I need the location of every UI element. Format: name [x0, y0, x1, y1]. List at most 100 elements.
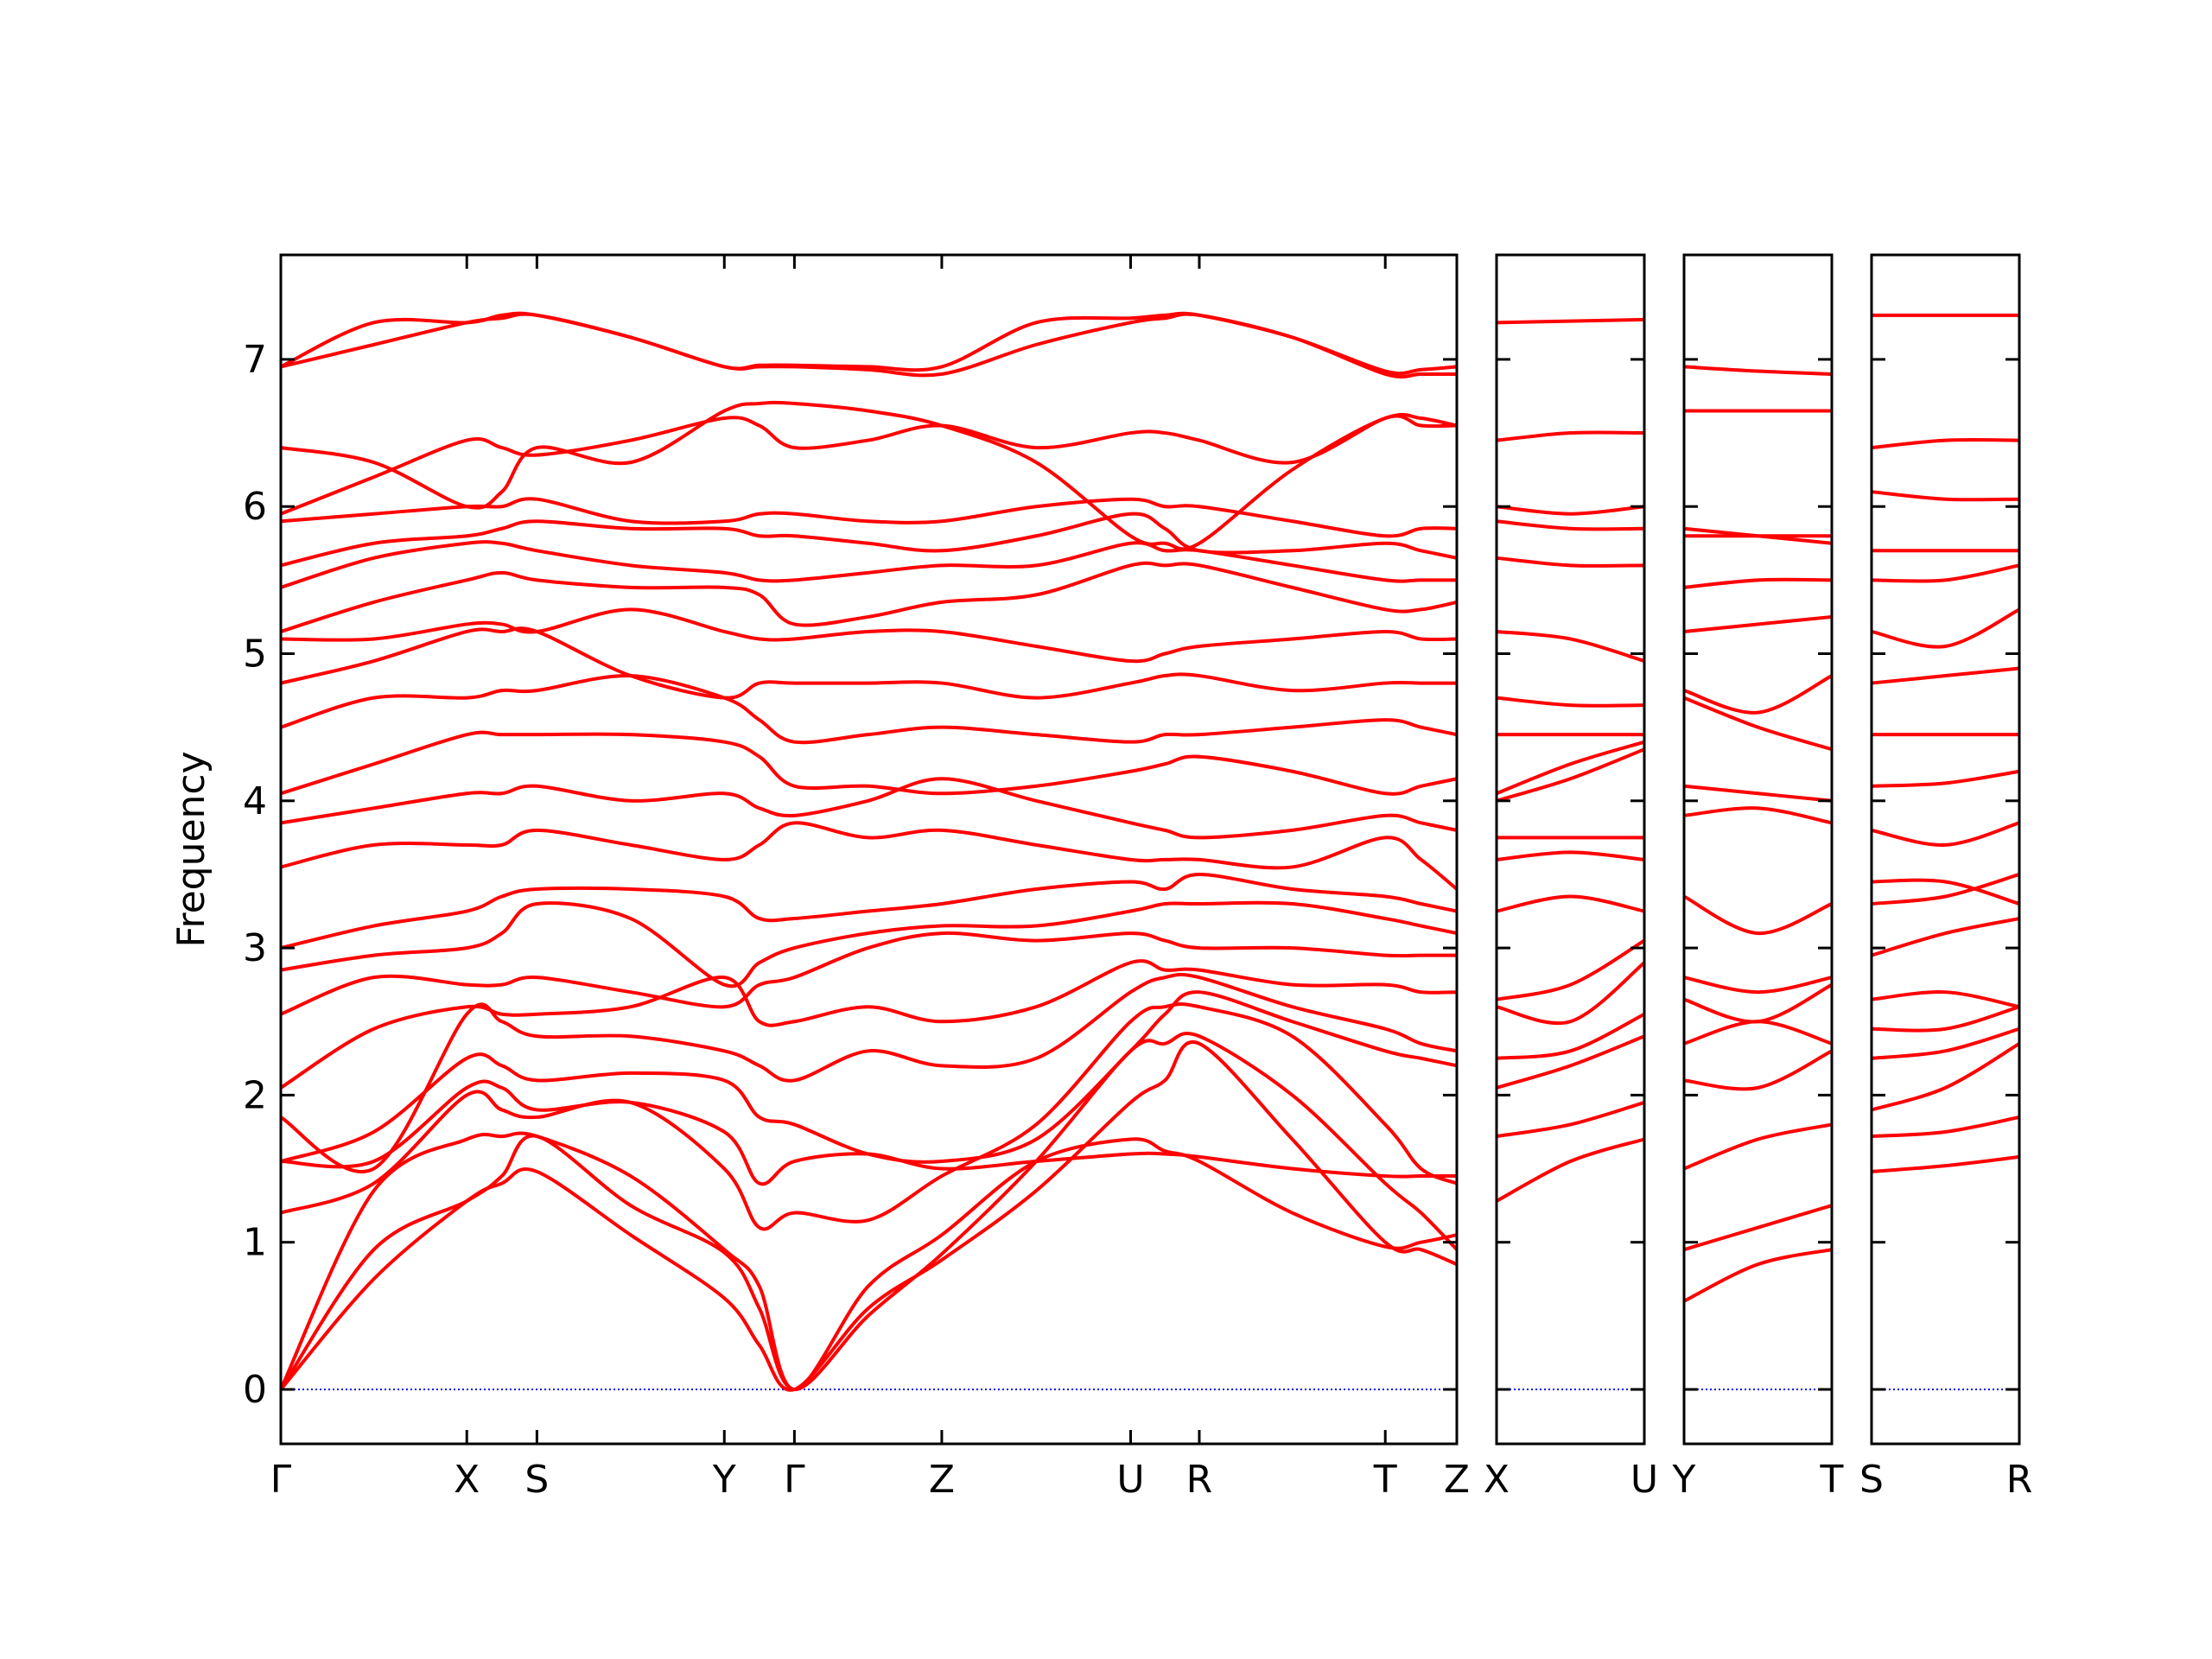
band-line [1683, 784, 1833, 803]
band-line [1683, 1122, 1833, 1171]
band-line [1871, 490, 2020, 502]
band-line [1683, 1204, 1833, 1252]
band-line [280, 540, 1457, 589]
band-line [1871, 917, 2020, 957]
band-line [1683, 614, 1833, 633]
x-tick-label: Z [929, 1458, 955, 1502]
y-tick-label: 6 [243, 485, 267, 529]
y-axis-label: Frequency [169, 751, 213, 947]
y-tick-label: 4 [243, 779, 267, 823]
band-line [280, 990, 1458, 1164]
band-line [1871, 821, 2020, 847]
band-line [1496, 505, 1645, 516]
band-line [280, 872, 1458, 950]
band-line [1683, 365, 1833, 376]
band-line [1683, 674, 1833, 715]
band-line [1683, 1248, 1833, 1303]
band-line [1871, 1005, 2020, 1033]
band-line [280, 777, 1458, 840]
band-line [279, 1039, 1458, 1392]
x-tick-label: Γ [270, 1458, 292, 1502]
band-line [280, 512, 1458, 568]
band-line [279, 1131, 1458, 1391]
band-line [279, 1032, 1459, 1391]
plot-frame [1682, 253, 1834, 1446]
x-tick-label: Y [1672, 1458, 1696, 1502]
band-line [1871, 990, 2020, 1009]
x-tick-label: Y [712, 1458, 736, 1502]
x-tick-label: X [1484, 1458, 1510, 1502]
x-tick-label: Z [1444, 1458, 1470, 1502]
band-line [1496, 1137, 1645, 1203]
band-line [1871, 1027, 2020, 1060]
x-tick-label: S [1859, 1458, 1884, 1502]
band-line [1496, 430, 1645, 442]
band-line [1496, 1034, 1645, 1090]
band-line [1496, 696, 1645, 708]
band-line [280, 1079, 1457, 1186]
band-line [1871, 607, 2020, 649]
band-line [1871, 873, 2020, 906]
x-tick-label: U [1630, 1458, 1658, 1502]
band-line [279, 959, 1458, 1090]
band-line [1871, 666, 2020, 685]
band-line [280, 400, 1458, 551]
y-tick-label: 7 [243, 338, 267, 382]
band-line [280, 674, 1458, 745]
band-line [1496, 894, 1645, 913]
band-line [1496, 519, 1645, 531]
x-tick-label: R [2006, 1458, 2033, 1502]
band-line [280, 497, 1458, 538]
band-line [1496, 556, 1645, 568]
y-tick-label: 1 [243, 1221, 267, 1265]
band-line [280, 626, 1457, 700]
y-tick-label: 2 [243, 1073, 267, 1117]
band-line [280, 821, 1459, 891]
band-line [1496, 1100, 1645, 1139]
band-line [1496, 961, 1646, 1026]
band-line [1871, 1154, 2020, 1173]
band-line [1683, 577, 1833, 589]
band-line [1683, 806, 1833, 825]
x-tick-label: U [1116, 1458, 1144, 1502]
band-line [1683, 526, 1833, 545]
plot-frame [1495, 253, 1646, 1446]
plot-frame [279, 253, 1459, 1446]
y-tick-label: 5 [243, 632, 267, 677]
band-line [1871, 1115, 2020, 1139]
y-tick-label: 3 [243, 926, 267, 970]
x-tick-label: S [524, 1458, 549, 1502]
band-line [1683, 696, 1833, 752]
band-line [1683, 982, 1833, 1024]
band-line [1871, 878, 2020, 906]
x-tick-label: X [454, 1458, 480, 1502]
band-line [280, 412, 1458, 516]
band-line [1683, 894, 1833, 936]
band-line [1496, 850, 1645, 861]
band-line [280, 900, 1458, 988]
band-line [280, 561, 1458, 633]
band-line [1496, 938, 1646, 1001]
band-line [1871, 1042, 2021, 1112]
x-tick-label: T [1820, 1458, 1844, 1502]
band-line [1496, 629, 1645, 663]
band-line [1871, 769, 2020, 788]
band-line [1683, 1020, 1833, 1046]
band-line [1496, 747, 1645, 803]
band-line [1683, 976, 1833, 995]
band-line [280, 311, 1458, 376]
band-line [280, 1001, 1458, 1231]
x-tick-label: Γ [784, 1458, 805, 1502]
band-line [279, 972, 1458, 1173]
band-line [1871, 437, 2020, 450]
band-line [1683, 1049, 1833, 1091]
y-tick-label: 0 [243, 1368, 267, 1412]
band-line [1871, 563, 2020, 583]
x-tick-label: R [1186, 1458, 1213, 1502]
plot-frame [1870, 253, 2021, 1446]
band-line [280, 730, 1458, 796]
band-line [280, 931, 1457, 1016]
x-tick-label: T [1373, 1458, 1397, 1502]
